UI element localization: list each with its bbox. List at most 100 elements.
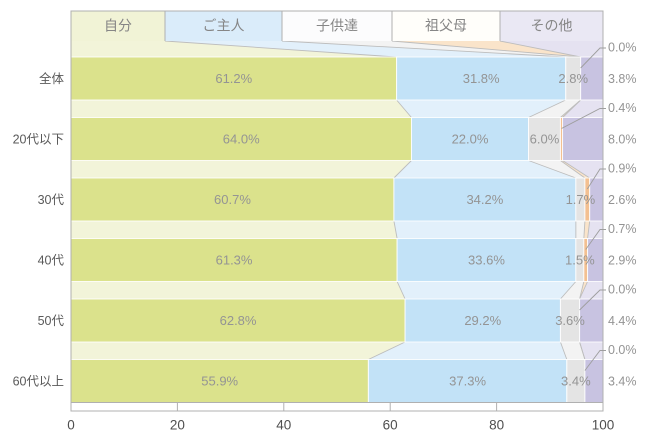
segment-value-label: 2.8% xyxy=(558,71,588,86)
outside-value-label: 3.4% xyxy=(608,374,637,388)
flow xyxy=(560,281,584,299)
flow xyxy=(393,160,576,178)
segment-value-label: 1.5% xyxy=(565,252,595,267)
callout-line xyxy=(585,229,606,250)
flow-boundary xyxy=(368,341,406,360)
bar-segment xyxy=(396,56,567,101)
segment-value-label: 62.8% xyxy=(220,313,257,328)
segment-value-label: 55.9% xyxy=(201,373,238,388)
x-axis-strip xyxy=(70,402,604,412)
segment-value-label: 6.0% xyxy=(530,131,560,146)
segment-value-label: 31.8% xyxy=(463,71,500,86)
legend-box xyxy=(500,11,603,41)
segment-value-label: 29.2% xyxy=(464,313,501,328)
bar-segment xyxy=(70,359,369,403)
segment-value-label: 3.6% xyxy=(555,313,585,328)
callout-value-label: 0.7% xyxy=(608,222,637,236)
callout-line xyxy=(579,289,606,311)
legend-label: その他 xyxy=(531,18,573,34)
flow xyxy=(562,160,603,178)
legend-flow xyxy=(165,41,566,57)
legend-label: 子供達 xyxy=(316,18,358,34)
flow xyxy=(396,100,566,118)
x-axis-tick-label: 60 xyxy=(383,418,398,433)
bar-segment xyxy=(393,177,577,222)
outside-value-label: 2.9% xyxy=(608,253,637,267)
x-axis-tick-label: 80 xyxy=(489,418,504,433)
flow-boundary xyxy=(560,341,568,360)
flow-boundary xyxy=(528,99,566,118)
legend-flow-boundary xyxy=(391,40,581,58)
legend-flow xyxy=(71,41,397,57)
segment-value-label: 33.6% xyxy=(468,252,505,267)
flow xyxy=(71,281,406,299)
legend-label: ご主人 xyxy=(203,18,245,34)
legend-box xyxy=(392,11,500,41)
legend-label: 自分 xyxy=(104,18,132,34)
flow-boundary xyxy=(396,99,412,118)
row-label: 50代 xyxy=(38,314,65,328)
segment-value-label: 61.3% xyxy=(216,252,253,267)
callout-line xyxy=(586,168,606,190)
segment-value-label: 1.7% xyxy=(566,192,596,207)
segment-value-label: 3.4% xyxy=(561,373,591,388)
legend-label: 祖父母 xyxy=(425,18,467,34)
flow xyxy=(560,342,585,360)
flow xyxy=(579,342,603,360)
flow-boundary xyxy=(579,341,586,360)
callout-line xyxy=(580,47,606,69)
flow xyxy=(71,221,398,239)
x-axis-tick-label: 40 xyxy=(276,418,291,433)
flow-boundary xyxy=(560,281,577,300)
bar-segment xyxy=(396,238,577,282)
bar-segment xyxy=(404,298,561,343)
legend-flow xyxy=(500,41,603,57)
segment-value-label: 34.2% xyxy=(466,192,503,207)
row-label: 全体 xyxy=(39,71,65,86)
flow xyxy=(575,221,585,239)
flow xyxy=(368,342,567,360)
legend-box xyxy=(71,11,165,41)
flow-boundary xyxy=(396,281,406,300)
legend-box xyxy=(165,11,282,41)
x-axis-tick-label: 20 xyxy=(170,418,185,433)
flow xyxy=(579,281,603,299)
flow-boundary xyxy=(528,160,577,179)
row-label: 60代以上 xyxy=(13,374,64,388)
flow xyxy=(393,221,576,239)
row-label: 20代以下 xyxy=(13,132,64,146)
x-axis-tick-label: 0 xyxy=(67,418,75,433)
flow xyxy=(71,160,412,178)
callout-value-label: 0.9% xyxy=(608,161,637,175)
flow-boundary xyxy=(560,160,586,179)
flow-boundary xyxy=(579,281,585,300)
callout-value-label: 0.0% xyxy=(608,40,637,54)
flow-boundary xyxy=(587,220,591,239)
flow-boundary xyxy=(562,160,590,179)
legend-flow-boundary xyxy=(164,40,397,58)
x-axis-tick-label: 100 xyxy=(592,418,615,433)
flow-boundary xyxy=(393,220,398,239)
row-label: 40代 xyxy=(38,253,65,267)
flow xyxy=(397,281,576,299)
callout-line xyxy=(561,108,606,129)
bar-segment xyxy=(70,56,398,101)
legend-flow-boundary xyxy=(281,40,566,58)
flow-boundary xyxy=(583,220,586,239)
flow xyxy=(583,221,590,239)
legend-box xyxy=(282,11,392,41)
callout-line xyxy=(584,350,606,371)
outside-value-label: 2.6% xyxy=(608,193,637,207)
callout-value-label: 0.0% xyxy=(608,282,637,296)
outside-value-label: 4.4% xyxy=(608,314,637,328)
segment-value-label: 60.7% xyxy=(214,192,251,207)
flow xyxy=(562,100,603,118)
callout-value-label: 0.4% xyxy=(608,101,637,115)
flow-boundary xyxy=(562,99,581,118)
flow xyxy=(528,100,581,118)
segment-value-label: 64.0% xyxy=(223,131,260,146)
bar-segment xyxy=(70,177,395,222)
flow xyxy=(71,342,406,360)
segment-value-label: 61.2% xyxy=(215,71,252,86)
